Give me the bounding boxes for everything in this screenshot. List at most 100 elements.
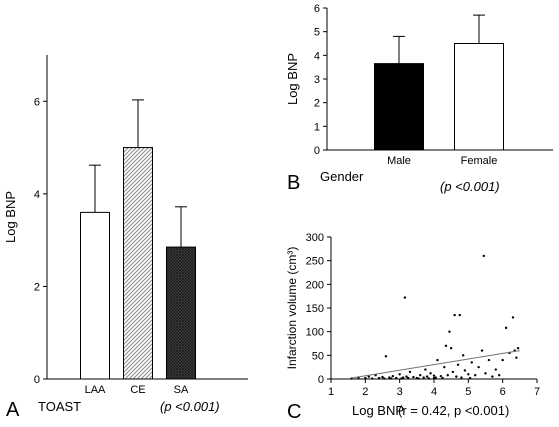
y-tick-label: 2 xyxy=(314,98,320,110)
scatter-point xyxy=(477,365,480,369)
scatter-point xyxy=(504,326,508,330)
y-tick-label: 1 xyxy=(314,121,320,133)
scatter-point xyxy=(412,375,415,379)
scatter-point xyxy=(458,313,461,317)
scatter-point xyxy=(460,376,463,379)
panel-b-letter: B xyxy=(287,172,300,194)
y-tick-label: 150 xyxy=(306,303,324,315)
bar-laa xyxy=(80,211,110,380)
scatter-point xyxy=(383,377,386,380)
y-tick-label: 4 xyxy=(34,189,40,201)
scatter-point xyxy=(432,374,436,377)
scatter-point xyxy=(377,376,381,380)
y-tick-label: 6 xyxy=(314,3,320,15)
scatter-point xyxy=(448,330,451,333)
scatter-point xyxy=(427,377,431,380)
scatter-point xyxy=(441,376,444,380)
scatter-point xyxy=(515,356,518,359)
scatter-point xyxy=(482,254,485,258)
x-tick-label: 6 xyxy=(500,386,506,398)
scatter-point xyxy=(498,374,501,377)
x-tick-label: Female xyxy=(461,155,498,167)
scatter-point xyxy=(384,355,388,358)
scatter-point xyxy=(451,370,455,374)
scatter-point xyxy=(463,369,467,372)
x-tick-label: CE xyxy=(130,384,145,396)
x-tick-label: Male xyxy=(387,155,411,167)
scatter-point xyxy=(443,365,446,369)
scatter-point xyxy=(401,376,405,379)
x-tick-label: 1 xyxy=(328,386,334,398)
bar-sa xyxy=(166,246,196,380)
panel-c-p-value: (r = 0.42, p <0.001) xyxy=(398,403,509,418)
scatter-point xyxy=(424,368,427,371)
panel-b-bar-chart: 0 1 2 3 4 5 6 Log BNP Male Female xyxy=(285,3,553,167)
panel-a-bar-chart: 0 2 4 6 Log BNP LAA CE SA xyxy=(3,55,248,396)
y-axis-title: Log BNP xyxy=(285,53,300,105)
scatter-point xyxy=(417,377,420,380)
scatter-point xyxy=(391,374,394,378)
scatter-point xyxy=(389,377,393,380)
scatter-point xyxy=(395,376,398,380)
y-tick-label: 0 xyxy=(314,145,320,157)
x-tick-label: 4 xyxy=(431,386,437,398)
bar-ce xyxy=(123,147,153,380)
scatter-point xyxy=(439,374,443,378)
y-tick-label: 3 xyxy=(314,74,320,86)
scatter-point xyxy=(491,375,494,378)
scatter-point xyxy=(367,375,370,378)
y-tick-label: 250 xyxy=(306,256,324,268)
scatter-point xyxy=(371,377,374,380)
x-tick-label: 5 xyxy=(465,386,471,398)
scatter-point xyxy=(364,376,367,380)
scatter-point xyxy=(470,361,473,364)
panel-c-letter: C xyxy=(287,401,301,423)
y-tick-label: 100 xyxy=(306,327,324,339)
y-tick-label: 5 xyxy=(314,27,320,39)
scatter-point xyxy=(487,358,491,362)
scatter-point xyxy=(419,374,422,377)
y-tick-label: 50 xyxy=(312,350,324,362)
scatter-point xyxy=(444,344,448,348)
x-tick-label: LAA xyxy=(85,384,106,396)
y-tick-label: 300 xyxy=(306,232,324,244)
scatter-point xyxy=(398,373,401,376)
scatter-point xyxy=(449,347,453,350)
scatter-point xyxy=(484,372,487,375)
scatter-point xyxy=(429,372,432,375)
scatter-point xyxy=(407,376,410,380)
y-axis-title: Log BNP xyxy=(3,191,18,243)
panel-b-p-value: (p <0.001) xyxy=(440,179,500,194)
x-tick-label: SA xyxy=(174,384,189,396)
scatter-point xyxy=(436,358,439,362)
scatter-point xyxy=(511,316,515,319)
panel-c-scatter-plot: 0 50 100 150 200 250 300 1 2 3 4 5 6 7 Infarction volu… xyxy=(285,232,540,398)
panel-a-p-value: (p <0.001) xyxy=(160,399,220,414)
bar-female xyxy=(454,43,504,151)
bar-male xyxy=(374,63,424,151)
scatter-point xyxy=(453,313,456,317)
y-tick-label: 2 xyxy=(34,281,40,293)
scatter-point xyxy=(432,376,436,380)
y-tick-label: 200 xyxy=(306,279,324,291)
scatter-point xyxy=(516,347,520,350)
scatter-point xyxy=(501,358,504,362)
scatter-point xyxy=(403,296,407,299)
scatter-point xyxy=(467,373,470,376)
y-tick-label: 6 xyxy=(34,96,40,108)
y-tick-label: 4 xyxy=(314,50,320,62)
scatter-point xyxy=(408,370,412,374)
x-tick-label: 3 xyxy=(397,386,403,398)
y-axis-title: Infarction volume (cm³) xyxy=(285,247,299,370)
panel-a-x-title: TOAST xyxy=(38,399,81,414)
scatter-point xyxy=(381,375,384,379)
y-tick-label: 0 xyxy=(318,374,324,386)
panel-c-x-title: Log BNP xyxy=(352,403,404,418)
scatter-point xyxy=(425,375,429,378)
scatter-point xyxy=(461,354,465,357)
scatter-point xyxy=(494,368,497,371)
scatter-point xyxy=(455,375,458,378)
scatter-point xyxy=(446,374,449,377)
y-tick-label: 0 xyxy=(34,374,40,386)
